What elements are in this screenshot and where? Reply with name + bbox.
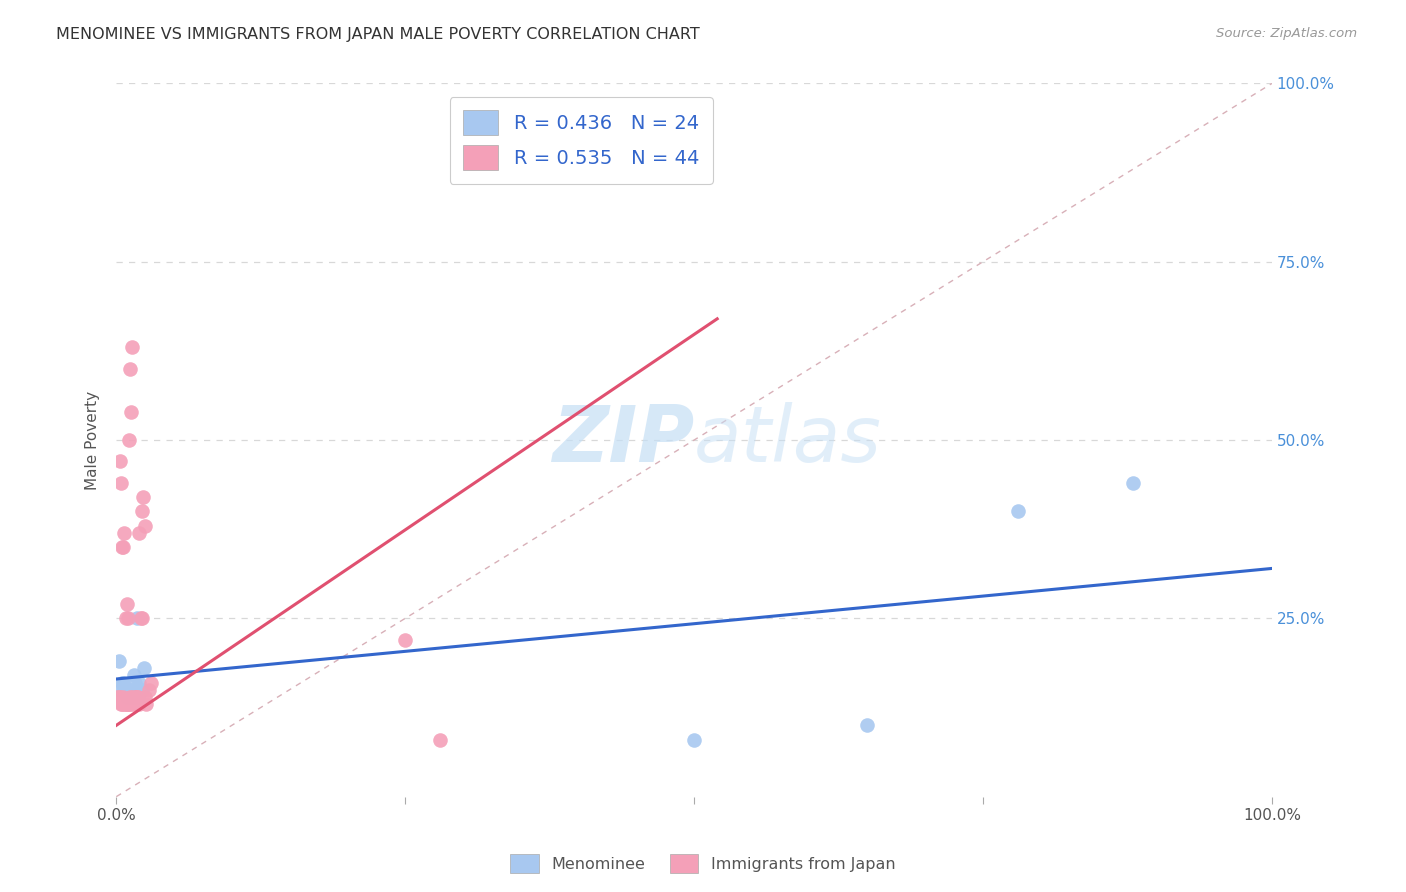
Point [111,675,134,690]
Point [128,675,150,690]
Point [127,690,149,704]
Point [131,611,153,625]
Point [112,697,135,711]
Point [127,690,149,704]
Point [429,732,451,747]
Legend: R = 0.436   N = 24, R = 0.535   N = 44: R = 0.436 N = 24, R = 0.535 N = 44 [450,96,713,184]
Point [131,504,153,518]
Point [139,675,162,690]
Y-axis label: Male Poverty: Male Poverty [86,391,100,490]
Point [135,697,157,711]
Point [125,682,148,697]
Legend: Menominee, Immigrants from Japan: Menominee, Immigrants from Japan [503,847,903,880]
Point [394,632,416,647]
Point [115,690,138,704]
Point [120,404,142,418]
Point [122,668,145,682]
Point [111,540,134,554]
Point [107,690,129,704]
Point [115,697,138,711]
Point [118,697,141,711]
Point [114,611,136,625]
Point [121,690,143,704]
Point [120,697,142,711]
Point [118,682,141,697]
Point [125,611,148,625]
Point [107,654,129,668]
Point [110,697,132,711]
Point [125,690,148,704]
Point [108,690,131,704]
Point [125,690,148,704]
Point [120,690,142,704]
Point [120,682,142,697]
Point [110,475,132,490]
Point [115,597,138,611]
Point [117,690,139,704]
Point [121,690,143,704]
Point [129,611,152,625]
Point [138,682,160,697]
Point [134,690,156,704]
Point [132,661,155,675]
Point [120,361,142,376]
Point [107,690,129,704]
Point [683,732,706,747]
Point [124,690,146,704]
Text: ZIP: ZIP [551,402,695,478]
Point [1007,504,1029,518]
Point [131,682,153,697]
Point [134,518,156,533]
Point [856,718,879,732]
Point [122,697,145,711]
Point [112,540,135,554]
Point [112,682,135,697]
Point [1122,475,1144,490]
Point [114,682,136,697]
Point [112,525,135,540]
Text: atlas: atlas [695,402,882,478]
Point [114,697,136,711]
Text: MENOMINEE VS IMMIGRANTS FROM JAPAN MALE POVERTY CORRELATION CHART: MENOMINEE VS IMMIGRANTS FROM JAPAN MALE … [56,27,700,42]
Point [108,454,131,468]
Point [117,697,139,711]
Point [111,697,134,711]
Point [121,340,143,354]
Point [112,690,135,704]
Point [110,682,132,697]
Point [112,675,135,690]
Text: Source: ZipAtlas.com: Source: ZipAtlas.com [1216,27,1357,40]
Point [128,697,150,711]
Point [132,490,155,504]
Point [124,675,146,690]
Point [118,433,141,447]
Point [120,690,142,704]
Point [128,525,150,540]
Point [117,611,139,625]
